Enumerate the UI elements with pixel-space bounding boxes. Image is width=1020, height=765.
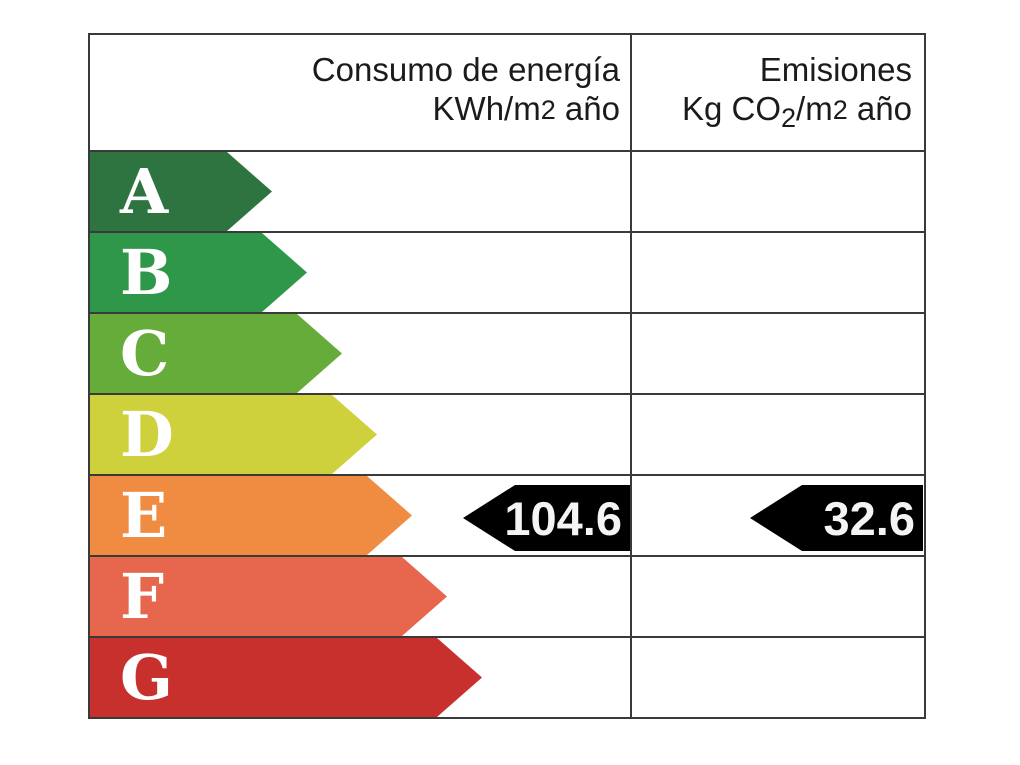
- table-header: Consumo de energía KWh/m2 año Emisiones …: [90, 35, 924, 152]
- rating-bar-arrow: B: [90, 233, 307, 312]
- column-divider: [630, 35, 632, 717]
- emissions-header-unit: Kg CO2/m2 año: [681, 90, 912, 133]
- emissions-unit-exponent: 2: [832, 95, 848, 125]
- rating-letter: B: [120, 235, 173, 309]
- rating-row: F 104.6 32.6: [90, 557, 924, 638]
- rating-letter: E: [120, 478, 168, 552]
- rating-row: E 104.6 32.6: [90, 476, 924, 557]
- rating-bar-arrow: A: [90, 152, 272, 231]
- rating-rows: A 104.6 32.6 B 104.6 32.6 C 104.6 32.6: [90, 152, 924, 717]
- consumption-header: Consumo de energía KWh/m2 año: [90, 35, 632, 150]
- consumption-value: 104.6: [504, 491, 622, 545]
- emissions-unit-subscript: 2: [781, 103, 797, 133]
- rating-letter: C: [120, 316, 170, 390]
- rating-row: C 104.6 32.6: [90, 314, 924, 395]
- rating-letter: D: [120, 397, 174, 471]
- rating-row: D 104.6 32.6: [90, 395, 924, 476]
- rating-row: G 104.6 32.6: [90, 638, 924, 717]
- emissions-value: 32.6: [823, 491, 915, 545]
- consumption-header-title: Consumo de energía: [311, 51, 620, 88]
- rating-bar-arrow: F: [90, 557, 447, 636]
- rating-letter: F: [120, 559, 165, 633]
- rating-bar-arrow: E: [90, 476, 412, 555]
- consumption-header-unit: KWh/m2 año: [432, 90, 620, 127]
- consumption-unit-exponent: 2: [540, 95, 556, 125]
- emissions-header-title: Emisiones: [759, 51, 912, 88]
- consumption-value-arrow: 104.6: [463, 485, 630, 551]
- emissions-header: Emisiones Kg CO2/m2 año: [632, 35, 924, 150]
- rating-bar-arrow: C: [90, 314, 342, 393]
- rating-letter: G: [120, 640, 173, 714]
- rating-bar-arrow: G: [90, 638, 482, 717]
- emissions-value-arrow: 32.6: [750, 485, 923, 551]
- rating-row: A 104.6 32.6: [90, 152, 924, 233]
- rating-row: B 104.6 32.6: [90, 233, 924, 314]
- rating-bar-arrow: D: [90, 395, 377, 474]
- energy-rating-table: Consumo de energía KWh/m2 año Emisiones …: [88, 33, 926, 719]
- rating-letter: A: [120, 154, 169, 228]
